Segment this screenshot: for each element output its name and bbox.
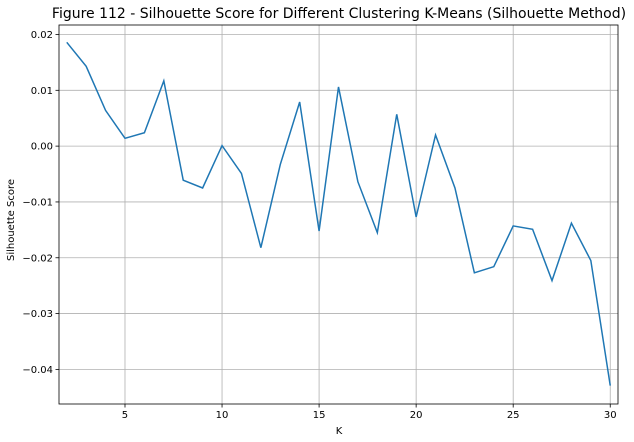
y-tick-label: 0.00 [31, 142, 53, 153]
y-tick-label: −0.01 [22, 197, 53, 208]
x-tick-label: 5 [122, 410, 128, 421]
y-tick-label: 0.02 [31, 30, 53, 41]
chart-title: Figure 112 - Silhouette Score for Differ… [52, 6, 626, 22]
x-tick-label: 10 [216, 410, 229, 421]
x-tick-label: 20 [410, 410, 423, 421]
grid-lines [59, 25, 618, 404]
y-axis: 0.02 0.01 0.00 −0.01 −0.02 −0.03 −0.04 [22, 30, 59, 376]
y-tick-label: −0.03 [22, 309, 53, 320]
plot-frame [58, 24, 619, 405]
x-axis: 5 10 15 20 25 30 [122, 404, 617, 421]
y-tick-label: −0.04 [22, 365, 53, 376]
x-axis-label: K [336, 426, 343, 437]
y-tick-label: −0.02 [22, 253, 53, 264]
x-tick-label: 25 [507, 410, 520, 421]
y-tick-label: 0.01 [31, 86, 53, 97]
x-tick-label: 15 [313, 410, 326, 421]
y-axis-label: Silhouette Score [6, 179, 17, 261]
series-line [66, 41, 611, 386]
x-tick-label: 30 [604, 410, 617, 421]
